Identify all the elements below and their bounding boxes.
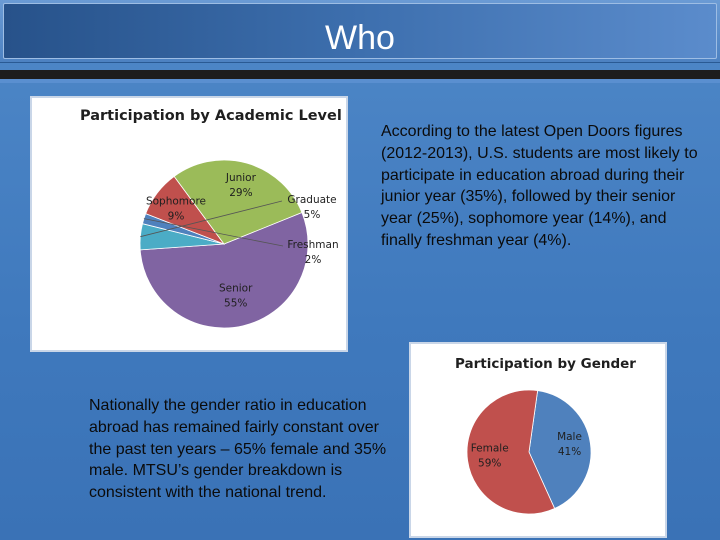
academic-label-graduate: Graduate 5% <box>287 194 336 221</box>
gender-slice-male <box>528 390 592 509</box>
gender-label-female: Female 59% <box>471 443 509 470</box>
academic-label-freshman: Freshman 2% <box>287 239 338 266</box>
academic-label-senior: Senior 55% <box>219 283 253 310</box>
gender-chart: Male 41% Female 59% Participation by Gender <box>409 342 667 538</box>
academic-level-chart-title: Participation by Academic Level <box>80 108 342 124</box>
title-frame <box>3 3 717 59</box>
gender-pie: Male 41% Female 59% <box>466 389 592 515</box>
academic-label-sophomore: Sophomore 9% <box>146 195 206 222</box>
title-divider-accent <box>0 79 720 83</box>
academic-leader-graduate <box>140 200 283 238</box>
slide-title: Who <box>325 19 395 57</box>
academic-slice-senior <box>139 212 309 329</box>
gender-label-male: Male 41% <box>557 431 582 458</box>
title-bar <box>0 0 720 63</box>
academic-label-junior: Junior 29% <box>225 172 257 199</box>
title-divider <box>0 70 720 79</box>
academic-slice-junior <box>173 159 303 245</box>
gender-slice-female <box>466 389 556 515</box>
academic-level-description: According to the latest Open Doors figur… <box>381 123 698 249</box>
academic-level-pie: Senior 55% Sophomore 9% Junior 29% Graduate 5% F… <box>139 159 339 329</box>
academic-leader-freshman <box>143 218 284 247</box>
academic-level-chart: Senior 55% Sophomore 9% Junior 29% Graduate 5% F… <box>30 96 348 352</box>
gender-chart-title: Participation by Gender <box>455 356 636 372</box>
gender-description: Nationally the gender ratio in education… <box>89 397 387 502</box>
